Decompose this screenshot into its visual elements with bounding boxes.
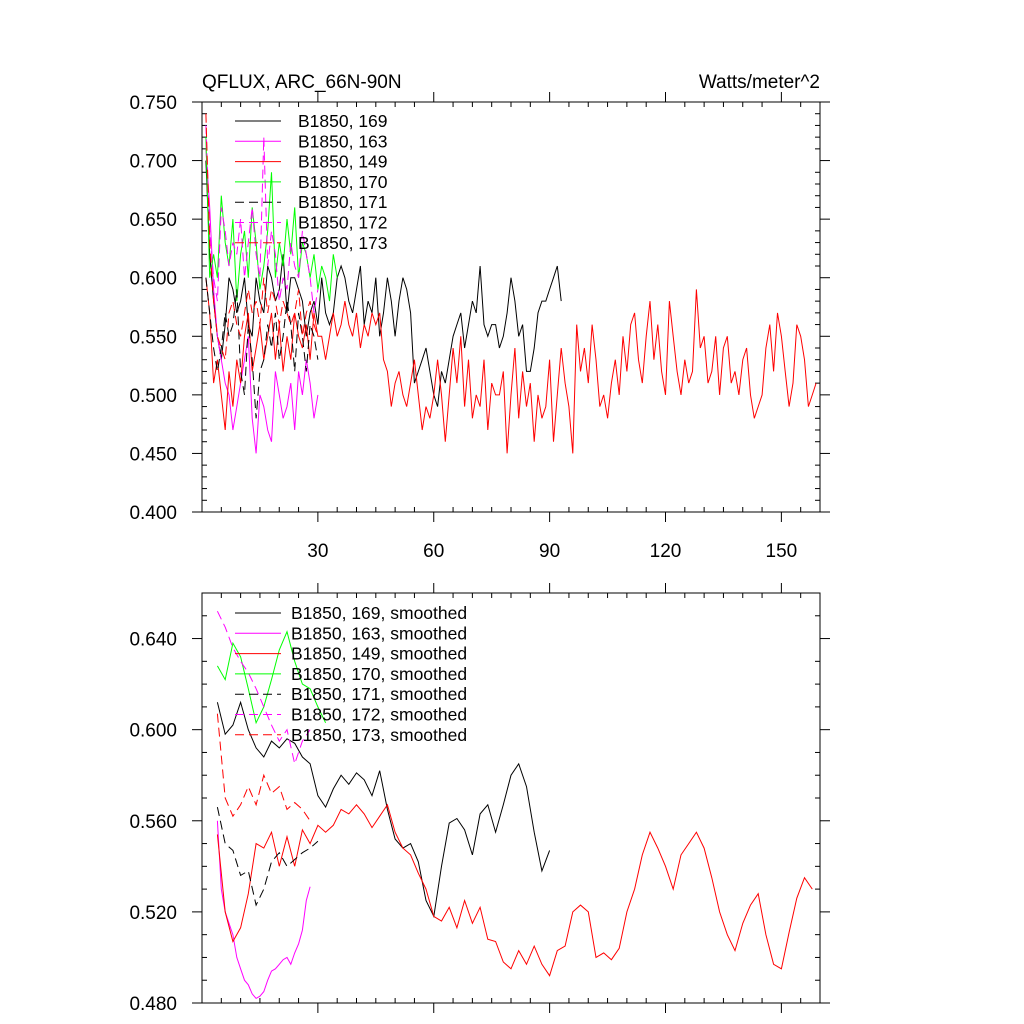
y-tick-label: 0.480: [129, 994, 177, 1015]
x-tick-label: 120: [650, 541, 682, 562]
series-line: [216, 803, 813, 977]
series-line: [205, 148, 319, 454]
legend-label: B1850, 170, smoothed: [291, 664, 467, 684]
chart-title: QFLUX, ARC_66N-90N: [202, 72, 402, 93]
x-tick-label: 30: [307, 541, 328, 562]
legend-label: B1850, 171, smoothed: [291, 684, 467, 704]
series-line: [216, 806, 319, 907]
x-tick-label: 60: [423, 541, 444, 562]
bottom-panel: 0.480 0.520 0.560 0.600 0.640 B1850, 169, smo…: [129, 583, 830, 1015]
legend-label: B1850, 163, smoothed: [291, 623, 467, 643]
legend-label: B1850, 169: [298, 111, 388, 131]
series-line: [205, 277, 319, 419]
y-tick-label: 0.500: [129, 386, 177, 407]
y-tick-label: 0.550: [129, 327, 177, 348]
series-line: [205, 160, 562, 407]
y-tick-label: 0.560: [129, 812, 177, 833]
x-tick-label: 150: [766, 541, 798, 562]
series-line: [205, 277, 817, 454]
legend-label: B1850, 149: [298, 152, 388, 172]
y-tick-label: 0.450: [129, 444, 177, 465]
legend-label: B1850, 170: [298, 172, 388, 192]
legend-label: B1850, 172, smoothed: [291, 705, 467, 725]
x-tick-label: 90: [539, 541, 560, 562]
legend-label: B1850, 171: [298, 192, 388, 212]
y-tick-label: 0.700: [129, 152, 177, 173]
legend-label: B1850, 173: [298, 233, 388, 253]
y-tick-label: 0.600: [129, 721, 177, 742]
series-line: [216, 713, 311, 822]
series-line: [216, 820, 311, 1000]
legend-label: B1850, 172: [298, 213, 388, 233]
series-line: [205, 137, 338, 302]
y-tick-label: 0.400: [129, 503, 177, 524]
y-tick-label: 0.750: [129, 93, 177, 114]
y-tick-label: 0.600: [129, 269, 177, 290]
series-line: [205, 113, 319, 360]
legend-label: B1850, 169, smoothed: [291, 603, 467, 623]
series-line: [216, 630, 327, 725]
top-panel: 30 60 90 120 150 0.400 0.450 0.500 0.550 0.600 0.6…: [129, 92, 830, 562]
legend-label: B1850, 173, smoothed: [291, 725, 467, 745]
legend-label: B1850, 163: [298, 131, 388, 151]
series-line: [216, 700, 551, 919]
units-label: Watts/meter^2: [699, 72, 820, 93]
legend-label: B1850, 149, smoothed: [291, 644, 467, 664]
series-line: [216, 610, 311, 766]
y-tick-label: 0.520: [129, 903, 177, 924]
y-tick-label: 0.650: [129, 210, 177, 231]
plot-frame: [201, 101, 821, 513]
y-tick-label: 0.640: [129, 630, 177, 651]
